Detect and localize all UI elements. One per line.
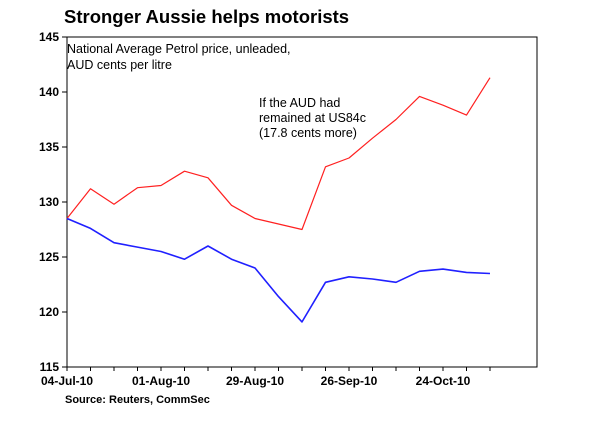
y-tick-label: 145 [39, 30, 59, 44]
y-tick-label: 125 [39, 250, 59, 264]
plot-area [66, 36, 538, 368]
y-tick-label: 130 [39, 195, 59, 209]
subtitle-line-1: National Average Petrol price, unleaded, [67, 42, 291, 56]
chart-subtitle: National Average Petrol price, unleaded,… [67, 41, 291, 73]
x-tick-label: 04-Jul-10 [41, 374, 93, 388]
y-axis: 115 120 125 130 135 140 145 [39, 30, 67, 374]
x-tick-label: 26-Sep-10 [321, 374, 378, 388]
series-line-red [66, 77, 491, 231]
subtitle-line-2: AUD cents per litre [67, 58, 172, 72]
series-layer [66, 77, 491, 323]
annotation-line-3: (17.8 cents more) [259, 126, 357, 140]
x-tick-label: 01-Aug-10 [132, 374, 190, 388]
x-axis: 04-Jul-10 01-Aug-10 29-Aug-10 26-Sep-10 24-O… [41, 367, 491, 388]
annotation-aud-scenario: If the AUD had remained at US84c (17.8 c… [259, 96, 366, 141]
source-note: Source: Reuters, CommSec [65, 394, 210, 406]
series-line-blue [66, 217, 491, 323]
chart-title: Stronger Aussie helps motorists [64, 6, 350, 27]
x-tick-label: 24-Oct-10 [416, 374, 471, 388]
y-tick-label: 120 [39, 305, 59, 319]
y-tick-label: 115 [40, 360, 60, 374]
annotation-line-1: If the AUD had [259, 96, 341, 110]
x-tick-label: 29-Aug-10 [226, 374, 284, 388]
y-tick-label: 140 [39, 85, 59, 99]
y-tick-label: 135 [39, 140, 59, 154]
annotation-line-2: remained at US84c [259, 111, 367, 125]
